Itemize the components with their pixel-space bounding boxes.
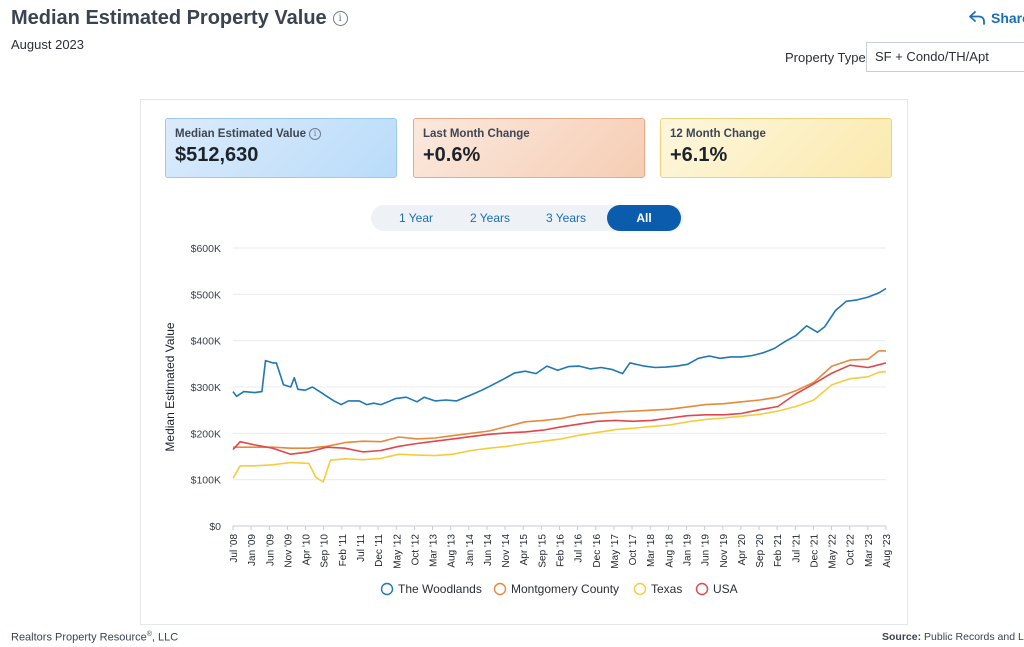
legend-marker (633, 582, 647, 596)
share-button[interactable]: Share (968, 10, 1024, 26)
median-value-tile: Median Estimated Value i $512,630 (165, 118, 397, 178)
x-tick-label: Feb '16 (556, 534, 567, 567)
page-title: Median Estimated Property Value i (11, 7, 348, 30)
legend-label: USA (713, 582, 738, 596)
x-tick-label: Oct '22 (846, 534, 857, 566)
legend-label: Texas (651, 582, 682, 596)
x-tick-label: Jul '08 (229, 534, 240, 563)
x-tick-label: Jun '14 (483, 534, 494, 566)
range-selector: 1 Year 2 Years 3 Years All (371, 205, 683, 231)
last-month-label: Last Month Change (423, 128, 530, 140)
range-button-3-years[interactable]: 3 Years (545, 211, 587, 225)
footer-source: Source: Public Records and Listings (882, 631, 1024, 643)
y-tick-label: $600K (191, 243, 221, 255)
last-month-value: +0.6% (423, 144, 481, 166)
footer-company: Realtors Property Resource®, LLC (11, 631, 178, 644)
x-tick-label: Oct '17 (628, 534, 639, 566)
legend-label: Montgomery County (511, 582, 619, 596)
footer-company-name: Realtors Property Resource (11, 631, 147, 644)
x-tick-label: Mar '23 (864, 534, 875, 567)
x-tick-label: May '17 (610, 534, 621, 569)
x-tick-label: Apr '10 (302, 534, 313, 566)
legend-marker (380, 582, 394, 596)
x-tick-label: Dec '11 (374, 534, 385, 567)
y-tick-label: $0 (209, 521, 221, 533)
x-tick-label: Mar '13 (429, 534, 440, 567)
x-tick-label: Sep '20 (755, 534, 766, 568)
property-type-label: Property Type (785, 50, 866, 65)
info-icon[interactable]: i (332, 11, 348, 27)
median-value-label: Median Estimated Value (175, 128, 307, 141)
x-tick-label: Apr '15 (519, 534, 530, 566)
x-tick-label: Nov '09 (283, 534, 294, 568)
share-label: Share (991, 10, 1024, 26)
x-tick-label: Aug '18 (664, 534, 675, 568)
x-tick-label: Dec '21 (809, 534, 820, 568)
x-tick-label: Feb '21 (773, 534, 784, 567)
x-tick-label: Aug '23 (882, 534, 893, 568)
series-line (232, 287, 887, 406)
x-tick-label: Dec '16 (592, 534, 603, 568)
x-tick-label: May '22 (828, 534, 839, 569)
x-tick-label: Jan '09 (247, 534, 258, 566)
x-tick-label: Feb '11 (338, 534, 349, 567)
x-tick-label: Jul '21 (791, 534, 802, 563)
x-tick-label: Apr '20 (737, 534, 748, 566)
series-line (232, 362, 887, 455)
x-tick-label: Sep '10 (320, 534, 331, 568)
range-button-2-years[interactable]: 2 Years (469, 211, 511, 225)
property-type-select[interactable]: SF + Condo/TH/Apt (866, 42, 1024, 72)
legend-marker (695, 582, 709, 596)
footer-company-suffix: , LLC (151, 631, 179, 644)
legend-label: The Woodlands (398, 582, 482, 596)
twelve-month-label: 12 Month Change (670, 128, 766, 140)
median-value: $512,630 (175, 144, 259, 167)
y-tick-label: $300K (191, 382, 221, 394)
x-tick-label: Jun '19 (701, 534, 712, 566)
last-month-tile: Last Month Change +0.6% (413, 118, 645, 178)
twelve-month-tile: 12 Month Change +6.1% (660, 118, 892, 178)
x-tick-label: Nov '14 (501, 534, 512, 568)
y-tick-label: $500K (191, 289, 221, 301)
y-axis-label: Median Estimated Value (163, 322, 177, 452)
y-tick-label: $200K (191, 428, 221, 440)
page-title-text: Median Estimated Property Value (11, 7, 327, 29)
share-arrow-icon (969, 11, 985, 25)
x-tick-label: Jan '14 (465, 534, 476, 566)
range-button-1-year[interactable]: 1 Year (398, 211, 434, 225)
legend-marker (493, 582, 507, 596)
twelve-month-value: +6.1% (670, 144, 728, 166)
x-tick-label: Sep '15 (537, 534, 548, 568)
source-label: Source: (882, 631, 922, 643)
y-tick-label: $400K (191, 336, 221, 348)
source-text: Public Records and Listings (924, 631, 1024, 643)
x-tick-label: May '12 (392, 534, 403, 569)
x-tick-label: Jun '09 (265, 534, 276, 566)
series-line (232, 370, 887, 483)
x-tick-label: Jul '16 (574, 534, 585, 563)
x-tick-label: Nov '19 (719, 534, 730, 568)
registered-mark: ® (146, 631, 152, 638)
info-icon[interactable]: i (309, 128, 322, 140)
y-tick-label: $100K (191, 475, 221, 487)
x-tick-label: Jan '19 (682, 534, 693, 566)
report-date: August 2023 (11, 37, 85, 52)
x-tick-label: Oct '12 (410, 534, 421, 566)
x-tick-label: Jul '11 (356, 534, 367, 562)
series-line (233, 350, 886, 449)
range-button-all[interactable]: All (607, 205, 681, 231)
x-tick-label: Mar '18 (646, 534, 657, 567)
x-tick-label: Aug '13 (447, 534, 458, 568)
